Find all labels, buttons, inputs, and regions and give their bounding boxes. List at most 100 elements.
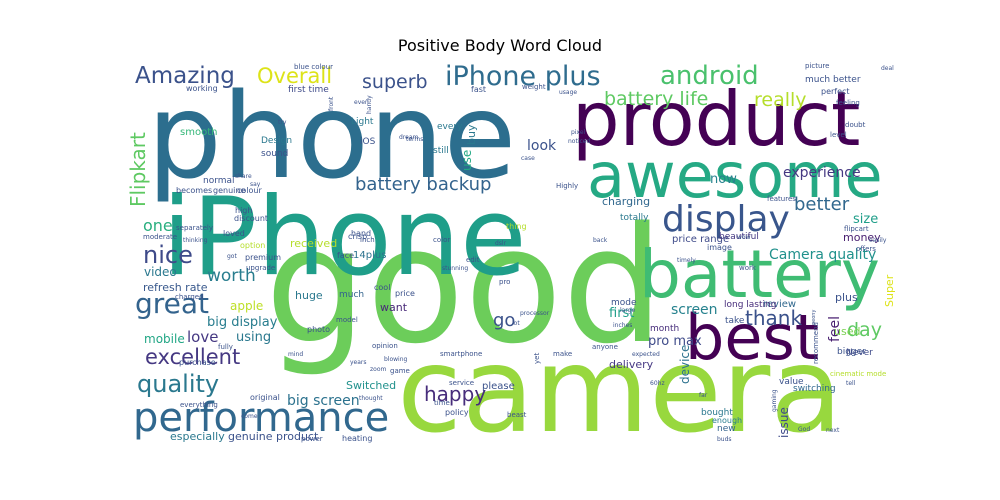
word-please: please bbox=[482, 381, 515, 392]
word-mobile: mobile bbox=[144, 332, 185, 346]
word-received: received bbox=[290, 237, 337, 250]
word-pixel: pixel bbox=[571, 129, 586, 136]
word-come: come bbox=[241, 413, 258, 420]
word-battery-life: battery life bbox=[604, 88, 708, 110]
word-original: original bbox=[250, 393, 280, 402]
word-god: God bbox=[798, 426, 810, 433]
word-really: really bbox=[754, 89, 807, 111]
word-opinion: opinion bbox=[372, 342, 398, 350]
word-amazing: Amazing bbox=[135, 63, 235, 89]
word-much: much bbox=[339, 290, 364, 300]
word-flipcart: flipcart bbox=[844, 225, 869, 233]
word-look: look bbox=[527, 138, 557, 154]
word-inch: inch bbox=[360, 236, 375, 244]
word-doubt: doubt bbox=[845, 121, 866, 129]
word-nice: nice bbox=[143, 241, 193, 269]
word-front: front bbox=[328, 96, 335, 111]
word-first-time: first time bbox=[288, 85, 329, 95]
word-one: one bbox=[143, 216, 173, 235]
word-feeling: feeling bbox=[836, 99, 860, 107]
word-battery-backup: battery backup bbox=[355, 174, 491, 195]
word-time: time bbox=[434, 399, 450, 407]
word-hand: hand bbox=[351, 229, 371, 238]
word-expected: expected bbox=[632, 351, 660, 358]
word-thank: thank bbox=[745, 306, 802, 330]
word-camera-quality: Camera quality bbox=[769, 247, 876, 263]
word-normal: normal bbox=[203, 176, 235, 186]
word-peony: peony bbox=[811, 310, 817, 325]
word-first: first bbox=[609, 306, 634, 321]
word-size: size bbox=[853, 212, 878, 227]
word-color: color bbox=[433, 236, 450, 244]
word-superb: superb bbox=[362, 71, 428, 93]
word-zoom: zoom bbox=[370, 366, 386, 373]
word-stunning: stunning bbox=[442, 265, 468, 272]
word-day: day bbox=[847, 319, 882, 341]
word-share: share bbox=[235, 173, 252, 180]
word-deal: deal bbox=[881, 65, 894, 72]
word-good: good bbox=[265, 192, 664, 379]
word-refresh-rate: refresh rate bbox=[143, 281, 208, 294]
word-separately: separately bbox=[176, 224, 213, 232]
word-large: large bbox=[620, 307, 636, 314]
word-case: case bbox=[521, 155, 535, 162]
word-level: level bbox=[830, 131, 847, 139]
word-flipkart: Flipkart bbox=[127, 132, 150, 207]
word-thinking: thinking bbox=[183, 237, 208, 244]
word-features: features bbox=[767, 195, 796, 203]
word-working: working bbox=[186, 84, 218, 93]
word-image: image bbox=[707, 243, 732, 252]
word-value: value bbox=[779, 377, 804, 387]
word-display: display bbox=[662, 199, 790, 240]
word-buds: buds bbox=[717, 436, 732, 443]
word-experience: experience bbox=[783, 165, 861, 181]
word-recommend: recommend bbox=[812, 322, 820, 364]
word-photo: photo bbox=[307, 325, 330, 334]
word-android: android bbox=[660, 61, 759, 91]
word-bigger: bigger bbox=[837, 347, 866, 357]
word-high: high bbox=[235, 206, 252, 215]
word-month: month bbox=[650, 324, 679, 334]
word-never: Never bbox=[846, 348, 873, 358]
word-anyone: anyone bbox=[592, 343, 618, 351]
word-everything: everything bbox=[180, 401, 218, 409]
word-new: new bbox=[717, 424, 736, 434]
word-blue-colour: blue colour bbox=[294, 63, 333, 71]
word-timely: timely bbox=[677, 257, 696, 264]
word-edit: edit bbox=[466, 256, 480, 264]
word-excellent: excellent bbox=[145, 345, 240, 369]
word-switching: switching bbox=[793, 384, 836, 394]
word-usage: usage bbox=[559, 89, 577, 96]
word-mind: mind bbox=[288, 351, 303, 358]
word-thing: thing bbox=[506, 222, 527, 231]
word-awesome: awesome bbox=[587, 139, 883, 212]
word-say: say bbox=[250, 181, 261, 188]
word-work: work bbox=[739, 264, 757, 272]
word-smartphone: smartphone bbox=[440, 350, 482, 358]
word-noticed: noticed bbox=[568, 138, 590, 145]
word-smooth: smooth bbox=[180, 127, 217, 138]
word-better: better bbox=[794, 194, 850, 215]
word-loved: loved bbox=[223, 229, 245, 238]
word-premium: premium bbox=[245, 253, 281, 262]
word-beautiful: beautiful bbox=[719, 232, 759, 242]
word-pro: pro bbox=[499, 278, 510, 286]
word-thought: thought bbox=[359, 395, 383, 402]
word-video: video bbox=[144, 265, 177, 279]
word-iphone-plus: iPhone plus bbox=[445, 61, 601, 92]
word-especially: especially bbox=[170, 430, 225, 443]
word-performance: performance bbox=[133, 395, 389, 441]
word-battery: battery bbox=[639, 236, 880, 313]
word-handy: handy bbox=[366, 95, 373, 114]
word-moderate: moderate bbox=[143, 233, 177, 241]
word-design: Design bbox=[261, 136, 292, 146]
word-super: Super bbox=[883, 274, 895, 307]
word-face: face bbox=[337, 251, 354, 260]
word-mode: mode bbox=[611, 298, 637, 308]
word-becomes: becomes bbox=[176, 186, 212, 195]
word-heating: heating bbox=[342, 434, 372, 443]
word-totally: totally bbox=[620, 213, 649, 223]
word-gaming: gaming bbox=[771, 389, 778, 412]
word-model: model bbox=[336, 316, 358, 324]
word-got: got bbox=[227, 253, 237, 260]
